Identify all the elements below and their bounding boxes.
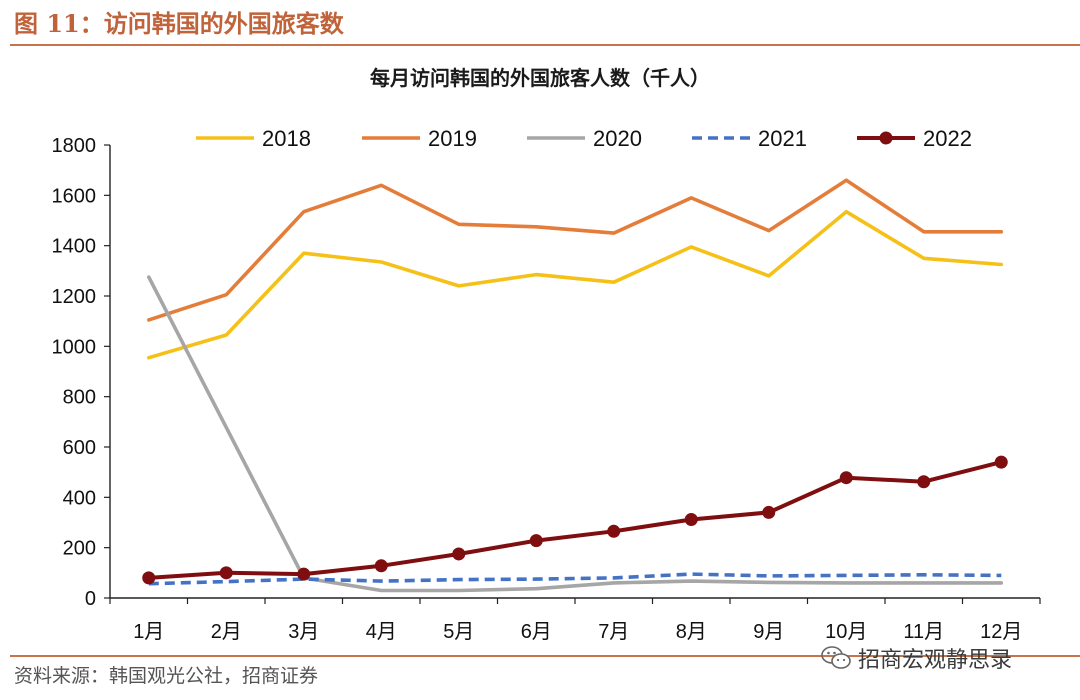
legend-label-2021: 2021 <box>758 126 807 151</box>
x-tick-label: 9月 <box>753 621 784 643</box>
series-line-2019 <box>147 178 1004 322</box>
x-tick-label: 8月 <box>676 621 707 643</box>
legend-label-2019: 2019 <box>428 126 477 151</box>
chart-title: 每月访问韩国的外国旅客人数（千人） <box>370 66 710 90</box>
y-tick-label: 200 <box>63 538 96 560</box>
series-line-2022 <box>146 460 1004 580</box>
x-tick-label: 7月 <box>598 621 629 643</box>
x-tick-label: 11月 <box>903 621 944 643</box>
data-point-2022 <box>219 566 233 580</box>
x-tick-label: 1月 <box>133 621 164 643</box>
x-tick-label: 5月 <box>443 621 474 643</box>
source-note: 资料来源：韩国观光公社，招商证券 <box>14 665 319 687</box>
data-point-2022 <box>452 547 466 561</box>
x-tick-label: 10月 <box>825 621 867 643</box>
series-line-2018 <box>147 209 1004 360</box>
footer-rule <box>10 655 1080 657</box>
series-line-2021 <box>148 572 1002 586</box>
legend-label-2018: 2018 <box>262 126 311 151</box>
data-point-2022 <box>917 475 931 489</box>
data-point-2022 <box>297 567 311 581</box>
x-tick-label: 4月 <box>366 621 397 643</box>
x-tick-label: 2月 <box>211 621 242 643</box>
watermark: 招商宏观静思录 <box>820 640 1012 676</box>
figure-header: 图 11：访问韩国的外国旅客数 <box>14 6 344 42</box>
y-tick-label: 1800 <box>52 135 97 157</box>
header-rule <box>10 44 1080 46</box>
data-point-2022 <box>142 571 156 585</box>
y-tick-label: 1000 <box>52 336 97 358</box>
data-point-2022 <box>839 471 853 485</box>
line-chart: 0 200 400 600 800 1000 1200 1400 1600 1800 1月 2月 3月 4… <box>52 126 1041 643</box>
y-tick-label: 1400 <box>52 236 97 258</box>
x-tick-label: 6月 <box>521 621 552 643</box>
data-point-2022 <box>529 534 543 548</box>
legend-label-2022: 2022 <box>923 126 972 151</box>
y-tick-label: 1600 <box>52 185 97 207</box>
y-tick-label: 1200 <box>52 286 97 308</box>
x-tick-label: 3月 <box>288 621 319 643</box>
data-point-2022 <box>374 559 388 573</box>
series-line-2020 <box>147 275 1004 593</box>
x-tick-label: 12月 <box>980 621 1022 643</box>
legend-marker-2022 <box>879 131 893 145</box>
wechat-icon <box>821 646 851 669</box>
y-tick-label: 800 <box>63 387 96 409</box>
y-tick-label: 0 <box>85 588 96 610</box>
figure-title: 图 11：访问韩国的外国旅客数 <box>14 9 344 38</box>
data-point-2022 <box>994 455 1008 469</box>
data-point-2022 <box>684 512 698 526</box>
data-point-2022 <box>762 505 776 519</box>
data-point-2022 <box>607 524 621 538</box>
legend-label-2020: 2020 <box>593 126 642 151</box>
watermark-text: 招商宏观静思录 <box>858 648 1013 673</box>
y-tick-label: 600 <box>63 437 96 459</box>
y-tick-label: 400 <box>63 487 96 509</box>
